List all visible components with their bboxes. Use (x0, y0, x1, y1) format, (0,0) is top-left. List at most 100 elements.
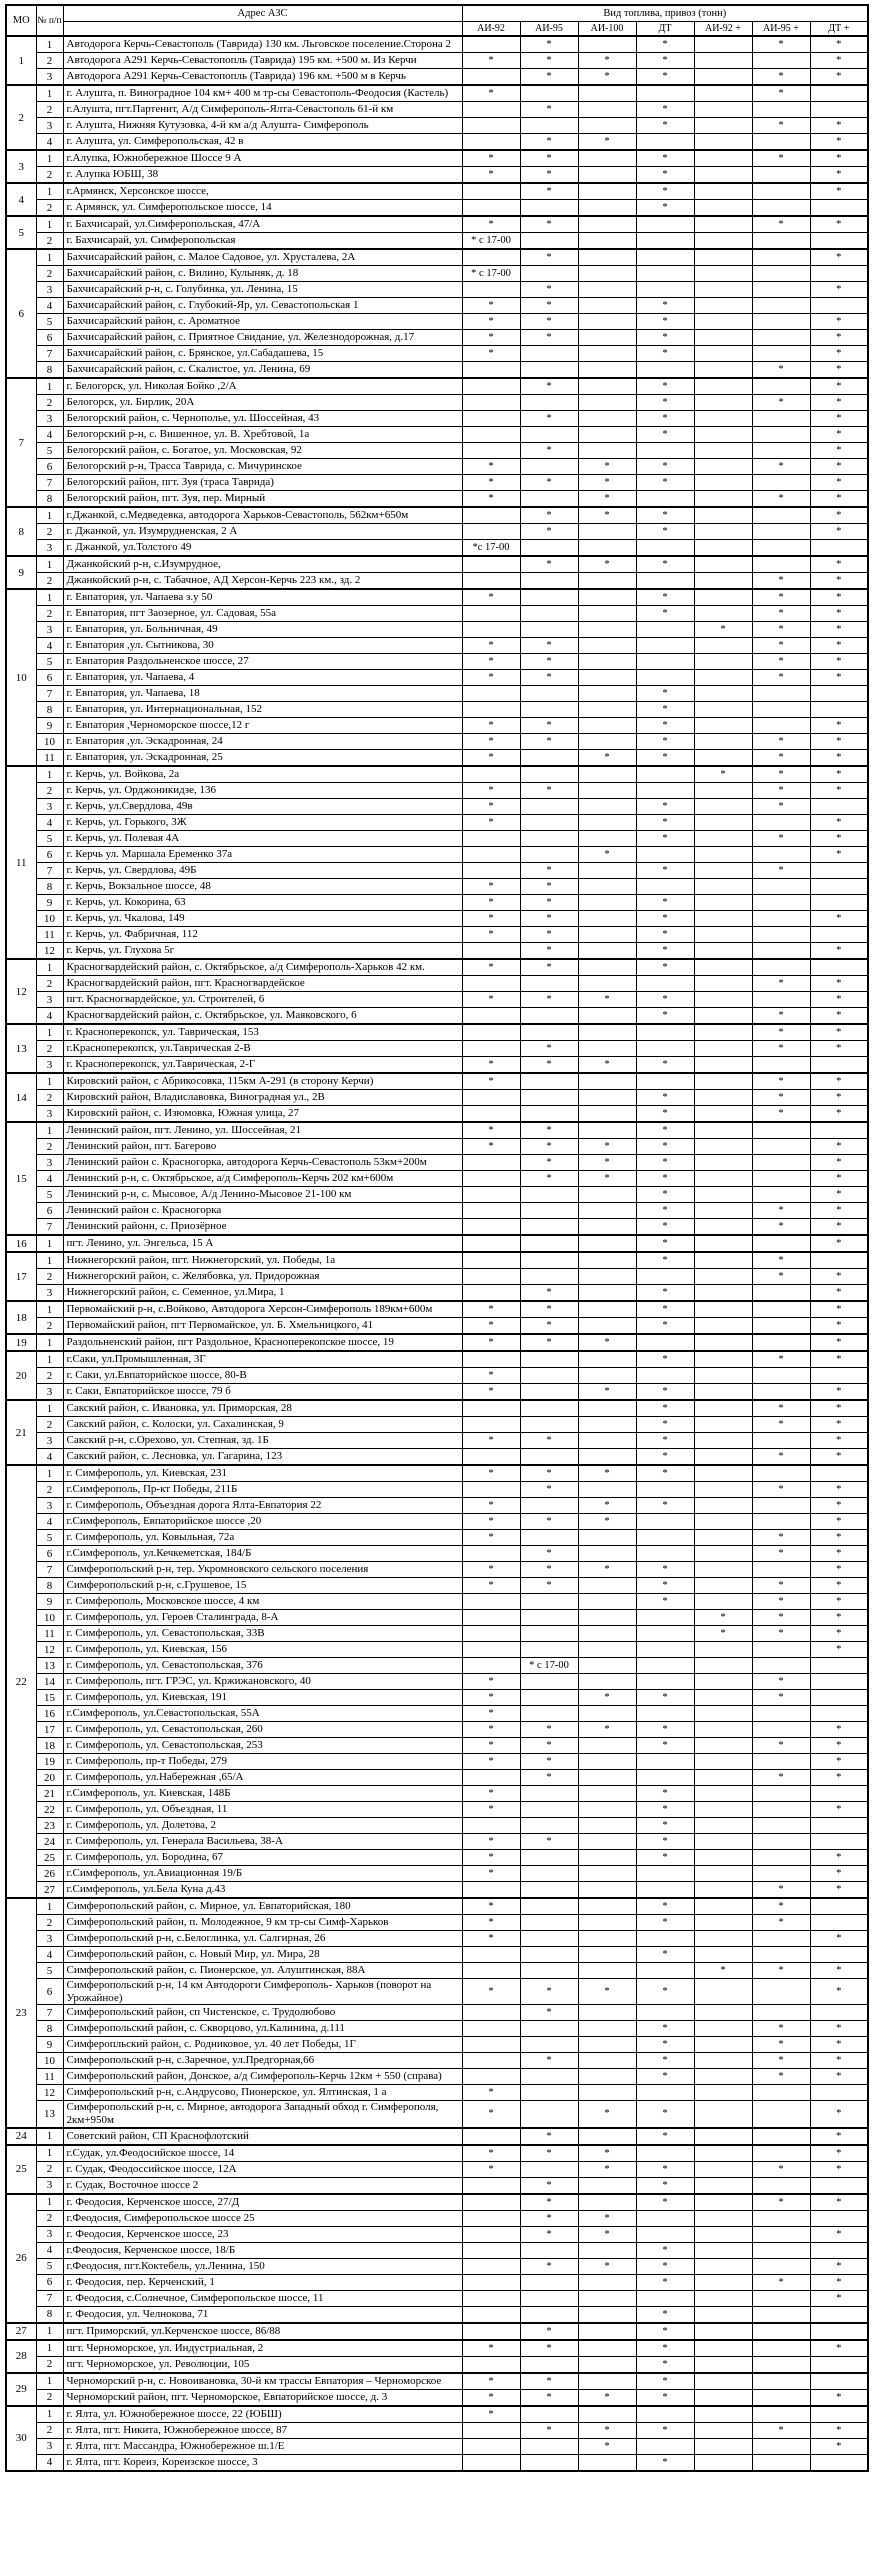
fuel-mark-cell: * (635, 1186, 695, 1203)
fuel-mark-cell (693, 1448, 753, 1466)
fuel-mark-cell (693, 52, 753, 69)
fuel-mark-cell (577, 975, 637, 992)
address-cell: г. Керчь, ул. Глухова 5г (62, 942, 463, 960)
row-number-cell: 3 (35, 1497, 64, 1514)
fuel-mark-cell (693, 2388, 753, 2407)
fuel-mark-cell: * (461, 297, 521, 314)
fuel-mark-cell (461, 199, 521, 217)
fuel-mark-cell (693, 1930, 753, 1947)
address-cell: г. Алушта, ул. Симферопольская, 42 в (62, 133, 463, 151)
fuel-mark-cell (693, 1268, 753, 1285)
fuel-mark-cell (577, 1881, 637, 1899)
fuel-mark-cell (751, 1930, 811, 1947)
fuel-mark-cell (693, 2004, 753, 2022)
fuel-mark-cell: * (809, 1737, 869, 1754)
row-number-cell: 2 (35, 1040, 64, 1057)
fuel-mark-cell (577, 1545, 637, 1562)
row-number-cell: 8 (35, 2305, 64, 2324)
fuel-mark-cell: * (809, 248, 869, 266)
fuel-mark-cell (577, 862, 637, 879)
fuel-mark-cell (519, 458, 579, 475)
fuel-mark-cell (461, 377, 521, 395)
fuel-mark-cell (519, 1673, 579, 1690)
fuel-mark-cell: * (751, 749, 811, 767)
row-number-cell: 7 (35, 1561, 64, 1578)
fuel-mark-cell (461, 572, 521, 590)
fuel-mark-cell (577, 281, 637, 298)
table-row: 9 1 Джанкойский р-н, с.Изумрудное, * * * * (5, 555, 869, 590)
row-number-cell: 3 (35, 798, 64, 815)
fuel-mark-cell (461, 1089, 521, 1106)
row-number-cell: 6 (35, 2273, 64, 2291)
fuel-mark-cell (461, 2192, 521, 2211)
mo-cell: 12 (5, 958, 37, 1025)
fuel-mark-cell (519, 1218, 579, 1236)
fuel-mark-cell (577, 2338, 637, 2357)
fuel-mark-cell (519, 798, 579, 815)
fuel-mark-cell: * (519, 166, 579, 184)
fuel-mark-cell (693, 1689, 753, 1706)
fuel-mark-cell: * (635, 1202, 695, 1219)
fuel-mark-cell: * (461, 215, 521, 233)
row-number-cell: 7 (35, 2004, 64, 2022)
fuel-mark-cell (461, 685, 521, 702)
fuel-mark-cell (751, 166, 811, 184)
fuel-mark-cell (751, 313, 811, 330)
fuel-mark-cell: * (461, 717, 521, 734)
fuel-mark-cell: * (461, 458, 521, 475)
fuel-mark-cell (693, 685, 753, 702)
header-fuel-column: ДТ (635, 21, 695, 37)
address-cell: г. Керчь, ул.Свердлова, 49в (62, 798, 463, 815)
fuel-mark-cell: * (809, 1202, 869, 1219)
fuel-mark-cell: * (635, 426, 695, 443)
fuel-mark-cell (693, 2192, 753, 2211)
row-number-cell: 1 (35, 555, 64, 573)
fuel-mark-cell (693, 1023, 753, 1041)
fuel-mark-cell (577, 1284, 637, 1302)
fuel-mark-cell (693, 329, 753, 346)
fuel-mark-cell (751, 2241, 811, 2259)
fuel-mark-cell: * (635, 2321, 695, 2341)
fuel-mark-cell (461, 555, 521, 573)
fuel-mark-cell (751, 474, 811, 491)
fuel-mark-cell: * (461, 1897, 521, 1915)
row-number-cell: 3 (35, 281, 64, 298)
fuel-mark-cell: * (809, 1930, 869, 1947)
fuel-mark-cell (577, 1089, 637, 1106)
row-number-cell: 2 (35, 975, 64, 992)
fuel-mark-cell (461, 101, 521, 118)
fuel-mark-cell (577, 1577, 637, 1594)
fuel-mark-cell: * (751, 2020, 811, 2038)
fuel-mark-cell (577, 1849, 637, 1866)
fuel-mark-cell (461, 2453, 521, 2472)
fuel-mark-cell: * (461, 2100, 521, 2129)
table-row: 20 1 г.Саки, ул.Промышленная, 3Г * * * (5, 1350, 869, 1401)
address-cell: Бахчисарайский район, с. Вилино, Кулыняк… (62, 265, 463, 282)
table-row: 8 г. Керчь, Вокзальное шоссе, 48 * * (6, 878, 869, 895)
fuel-mark-cell: * (461, 669, 521, 686)
row-number-cell: 2 (35, 2388, 64, 2407)
fuel-mark-cell (693, 2068, 753, 2086)
fuel-mark-cell (461, 942, 521, 960)
row-number-cell: 5 (35, 830, 64, 847)
table-row: 16 1 пгт. Ленино, ул. Энгельса, 15 А * * (5, 1234, 869, 1253)
fuel-mark-cell (693, 1218, 753, 1236)
fuel-mark-cell (693, 2143, 753, 2162)
fuel-mark-cell (577, 394, 637, 411)
fuel-mark-cell: * (461, 653, 521, 670)
fuel-mark-cell: * (809, 733, 869, 750)
fuel-mark-cell: * (809, 1545, 869, 1562)
fuel-mark-cell: * (751, 458, 811, 475)
row-number-cell: 5 (35, 1186, 64, 1203)
fuel-mark-cell: * (809, 2126, 869, 2146)
fuel-mark-cell: * (751, 1202, 811, 1219)
row-number-cell: 6 (35, 1202, 64, 1219)
address-cell: Сакский район, с. Колоски, ул. Сахалинск… (62, 1416, 463, 1433)
fuel-mark-cell: * (809, 942, 869, 960)
address-cell: г. Евпатория, ул. Чапаева з.у 50 (62, 588, 463, 606)
fuel-mark-cell (577, 2355, 637, 2374)
address-cell: г. Симферополь, ул. Героев Сталинграда, … (62, 1609, 463, 1626)
fuel-mark-cell (751, 1849, 811, 1866)
fuel-mark-cell (577, 1007, 637, 1025)
address-cell: Ленинский район с. Красногорка, автодоро… (62, 1154, 463, 1171)
